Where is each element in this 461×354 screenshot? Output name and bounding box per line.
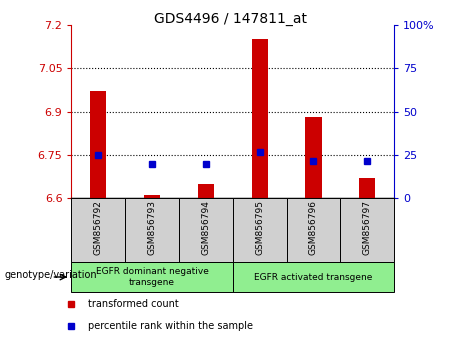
Text: genotype/variation: genotype/variation — [5, 270, 97, 280]
Text: GSM856797: GSM856797 — [363, 200, 372, 255]
Bar — [359, 178, 375, 198]
Text: GSM856792: GSM856792 — [94, 200, 103, 255]
Text: GSM856794: GSM856794 — [201, 200, 210, 255]
Bar — [144, 195, 160, 198]
Bar — [252, 39, 268, 198]
Bar — [71, 262, 233, 292]
Text: GSM856793: GSM856793 — [148, 200, 157, 255]
Bar — [90, 91, 106, 198]
Bar — [305, 117, 321, 198]
Text: GDS4496 / 147811_at: GDS4496 / 147811_at — [154, 12, 307, 27]
Text: percentile rank within the sample: percentile rank within the sample — [88, 321, 253, 331]
Text: transformed count: transformed count — [88, 298, 178, 309]
Bar — [340, 198, 394, 262]
Bar — [71, 198, 125, 262]
Text: GSM856796: GSM856796 — [309, 200, 318, 255]
Text: EGFR dominant negative
transgene: EGFR dominant negative transgene — [96, 267, 208, 287]
Text: GSM856795: GSM856795 — [255, 200, 264, 255]
Text: EGFR activated transgene: EGFR activated transgene — [254, 273, 372, 281]
Bar — [198, 184, 214, 198]
Bar — [233, 198, 287, 262]
Bar — [287, 198, 340, 262]
Bar — [125, 198, 179, 262]
Bar — [179, 198, 233, 262]
Bar — [233, 262, 394, 292]
